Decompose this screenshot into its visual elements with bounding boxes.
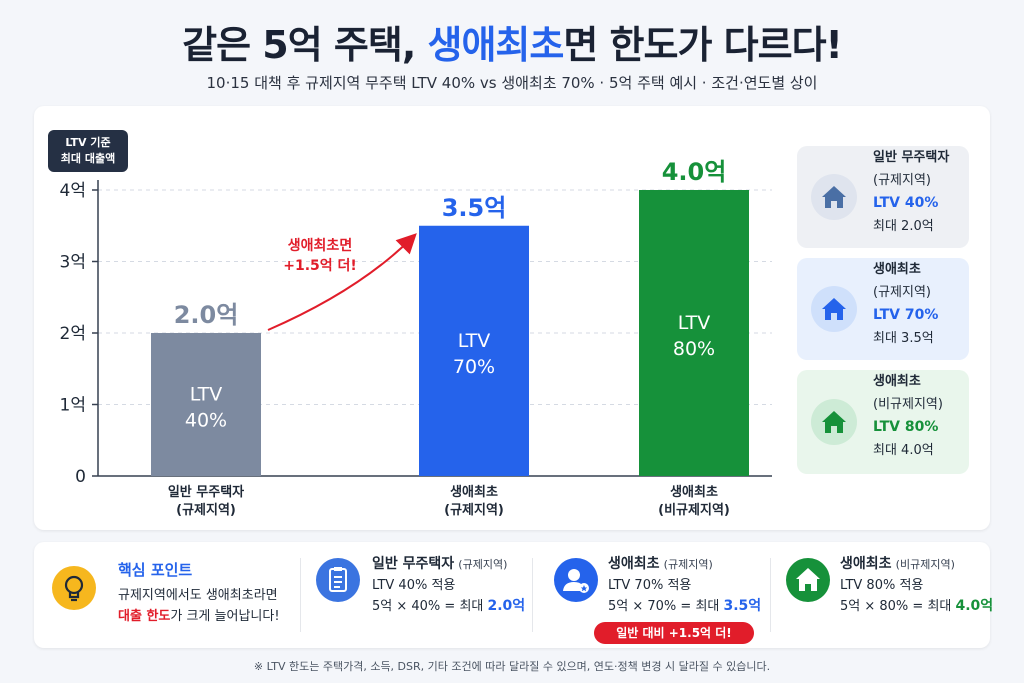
card-region: (규제지역) <box>873 173 931 188</box>
bar <box>419 225 529 476</box>
summary-calc: 5억 × 70% = 최대 <box>608 599 724 614</box>
house-icon <box>822 298 846 320</box>
summary-apply: LTV 40% 적용 <box>372 578 456 593</box>
summary-icon-circle <box>554 558 598 602</box>
bar-inner-label: 40% <box>185 410 227 432</box>
summary-region: (규제지역) <box>663 558 713 571</box>
x-tick-label: 일반 무주택자 <box>168 484 244 500</box>
card-max: 최대 3.5억 <box>873 331 934 346</box>
summary-first-nonregulated: 생애최초 (비규제지역) LTV 80% 적용 5억 × 80% = 최대 4.… <box>840 554 993 617</box>
key-point-title: 핵심 포인트 <box>118 561 193 579</box>
annotation-label: +1.5억 더! <box>283 258 357 274</box>
card-title: 생애최초 <box>873 374 921 389</box>
bar-inner-label: 70% <box>453 356 495 378</box>
title-part1: 같은 5억 주택, <box>182 23 428 67</box>
card-title: 생애최초 <box>873 262 921 277</box>
card-icon-circle <box>811 174 857 220</box>
summary-first-regulated: 생애최초 (규제지역) LTV 70% 적용 5억 × 70% = 최대 3.5… <box>608 554 761 617</box>
summary-title: 일반 무주택자 <box>372 556 455 572</box>
bar <box>639 190 749 476</box>
summary-apply: LTV 70% 적용 <box>608 578 692 593</box>
bar-value-label: 2.0억 <box>174 301 239 329</box>
key-point-line2: 대출 한도가 크게 늘어납니다! <box>118 606 280 627</box>
summary-panel <box>34 542 990 648</box>
clipboard-icon <box>329 567 347 592</box>
y-badge-line1: LTV 기준 <box>65 136 111 149</box>
key-point-rest: 가 크게 늘어납니다! <box>170 609 280 624</box>
card-region: (비규제지역) <box>873 397 943 412</box>
title-part2: 면 한도가 다르다! <box>563 23 843 67</box>
annotation-label: 생애최초면 <box>288 237 352 254</box>
summary-general: 일반 무주택자 (규제지역) LTV 40% 적용 5억 × 40% = 최대 … <box>372 554 525 617</box>
summary-calc: 5억 × 40% = 최대 <box>372 599 488 614</box>
y-tick-label: 1억 <box>60 396 86 416</box>
bar-value-label: 3.5억 <box>442 194 507 222</box>
x-tick-label: (규제지역) <box>176 502 236 518</box>
bar-inner-label: LTV <box>458 330 491 352</box>
summary-title: 생애최초 <box>840 556 892 572</box>
y-tick-label: 2억 <box>60 324 86 344</box>
y-tick-label: 0 <box>75 467 86 487</box>
summary-region: (비규제지역) <box>895 558 955 571</box>
page-subtitle: 10·15 대책 후 규제지역 무주택 LTV 40% vs 생애최초 70% … <box>206 74 818 92</box>
divider <box>300 558 301 632</box>
summary-result: 3.5억 <box>723 598 762 614</box>
bar-inner-label: LTV <box>678 312 711 334</box>
x-tick-label: (비규제지역) <box>658 502 730 518</box>
summary-apply: LTV 80% 적용 <box>840 578 924 593</box>
y-tick-label: 3억 <box>60 253 86 273</box>
summary-icon-circle <box>316 558 360 602</box>
card-first-regulated: 생애최초 (규제지역) LTV 70% 최대 3.5억 <box>797 258 969 360</box>
key-point-line1: 규제지역에서도 생애최초라면 <box>118 588 278 603</box>
annotation-arrow <box>267 233 417 331</box>
page-title: 같은 5억 주택, 생애최초면 한도가 다르다! <box>0 14 1024 69</box>
key-point-red: 대출 한도 <box>118 609 171 624</box>
summary-icon-circle <box>786 558 830 602</box>
divider <box>770 558 771 632</box>
card-first-nonregulated: 생애최초 (비규제지역) LTV 80% 최대 4.0억 <box>797 370 969 474</box>
bar-value-label: 4.0억 <box>662 158 727 186</box>
card-max: 최대 2.0억 <box>873 219 934 234</box>
card-ltv: LTV 70% <box>873 307 939 323</box>
x-tick-label: 생애최초 <box>450 484 498 500</box>
user-star-icon <box>563 569 589 593</box>
title-highlight: 생애최초 <box>427 23 565 67</box>
card-general-regulated: 일반 무주택자 (규제지역) LTV 40% 최대 2.0억 <box>797 146 969 248</box>
card-region: (규제지역) <box>873 285 931 300</box>
bar-inner-label: 80% <box>673 338 715 360</box>
card-icon-circle <box>811 286 857 332</box>
summary-result: 2.0억 <box>487 598 526 614</box>
x-tick-label: (규제지역) <box>444 502 504 518</box>
summary-region: (규제지역) <box>458 558 508 571</box>
footnote: ※ LTV 한도는 주택가격, 소득, DSR, 기타 조건에 따라 달라질 수… <box>253 660 771 673</box>
y-badge-line2: 최대 대출액 <box>60 152 116 165</box>
card-max: 최대 4.0억 <box>873 443 934 458</box>
summary-calc: 5억 × 80% = 최대 <box>840 599 956 614</box>
extra-amount-badge: 일반 대비 +1.5억 더! <box>594 622 754 644</box>
bar-inner-label: LTV <box>190 384 223 406</box>
lightbulb-icon <box>64 575 84 602</box>
card-ltv: LTV 80% <box>873 419 939 435</box>
bar <box>151 333 261 476</box>
y-tick-label: 4억 <box>60 181 86 201</box>
x-tick-label: 생애최초 <box>670 484 718 500</box>
card-icon-circle <box>811 399 857 445</box>
house-icon <box>822 411 846 433</box>
card-ltv: LTV 40% <box>873 195 939 211</box>
summary-title: 생애최초 <box>608 556 660 572</box>
summary-result: 4.0억 <box>955 598 994 614</box>
card-title: 일반 무주택자 <box>873 150 950 165</box>
key-point: 핵심 포인트 규제지역에서도 생애최초라면 대출 한도가 크게 늘어납니다! <box>118 560 280 627</box>
house-icon <box>796 568 820 591</box>
key-point-icon-circle <box>52 566 96 610</box>
house-icon <box>822 186 846 208</box>
divider <box>532 558 533 632</box>
